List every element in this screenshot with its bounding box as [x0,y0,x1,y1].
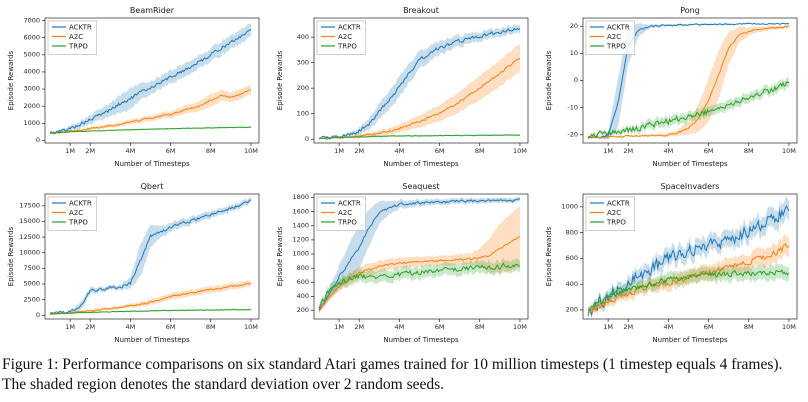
chart-panel-beamrider [0,3,269,173]
chart-canvas-breakout [273,3,534,173]
chart-canvas-seaquest [273,179,534,349]
chart-canvas-qbert [4,179,265,349]
chart-canvas-pong [542,3,803,173]
chart-panel-spaceinvaders [538,179,807,349]
chart-panel-seaquest [269,179,538,349]
chart-panel-pong [538,3,807,173]
chart-panel-breakout [269,3,538,173]
charts-grid [0,3,807,349]
figure-caption: Figure 1: Performance comparisons on six… [2,356,783,394]
chart-canvas-beamrider [4,3,265,173]
chart-canvas-spaceinvaders [542,179,803,349]
chart-panel-qbert [0,179,269,349]
